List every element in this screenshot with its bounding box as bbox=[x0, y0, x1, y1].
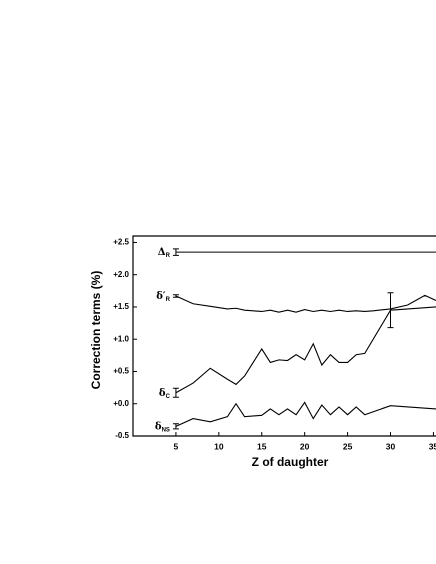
series-label: δ′R bbox=[156, 291, 170, 303]
series-label: δC bbox=[159, 387, 171, 399]
x-axis-title: Z of daughter bbox=[252, 455, 329, 469]
series-label-subscript: C bbox=[166, 393, 171, 399]
y-axis-title: Correction terms (%) bbox=[89, 271, 103, 390]
error-bar bbox=[172, 294, 179, 298]
x-tick-label: 35 bbox=[429, 441, 436, 451]
series-label-symbol: Δ bbox=[158, 247, 166, 258]
x-tick-label: 25 bbox=[343, 441, 353, 451]
series-label-symbol: δ bbox=[155, 421, 162, 432]
series-label-symbol: δ′ bbox=[156, 291, 166, 302]
axis-frame bbox=[132, 235, 436, 437]
y-tick-label: -0.5 bbox=[115, 431, 129, 440]
series-label: ΔR bbox=[158, 247, 171, 259]
y-tick-label: +0.0 bbox=[113, 399, 129, 408]
x-tick-label: 5 bbox=[174, 441, 179, 451]
x-tick-label: 20 bbox=[300, 441, 310, 451]
series-line bbox=[175, 401, 436, 427]
y-tick-label: +0.5 bbox=[113, 367, 129, 376]
y-tick-label: +1.0 bbox=[113, 334, 129, 343]
y-tick-label: +2.0 bbox=[113, 270, 129, 279]
series-label: δNS bbox=[155, 421, 170, 433]
series-line bbox=[175, 294, 436, 313]
error-bar bbox=[387, 292, 394, 329]
y-tick-label: +1.5 bbox=[113, 302, 129, 311]
error-bar bbox=[172, 387, 179, 398]
x-tick-label: 30 bbox=[386, 441, 396, 451]
x-tick-label: 15 bbox=[257, 441, 267, 451]
series-label-subscript: R bbox=[166, 253, 171, 259]
series-label-symbol: δ bbox=[159, 387, 166, 398]
error-bar bbox=[172, 423, 179, 430]
y-tick-label: +2.5 bbox=[113, 238, 129, 247]
series-line bbox=[175, 306, 436, 394]
x-tick-label: 10 bbox=[214, 441, 224, 451]
series-label-subscript: NS bbox=[162, 427, 170, 433]
error-bar bbox=[172, 248, 179, 256]
series-label-subscript: R bbox=[166, 297, 171, 303]
